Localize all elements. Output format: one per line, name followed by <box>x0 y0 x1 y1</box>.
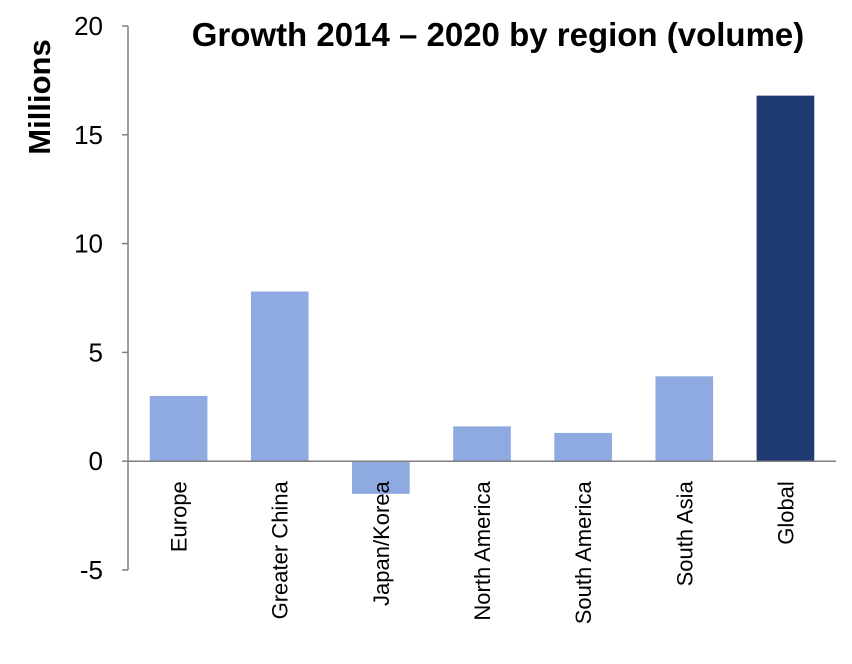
y-axis-ticks: -5 0 5 10 15 20 <box>74 11 128 585</box>
y-tick-label: 10 <box>74 229 103 259</box>
bar-japan-korea <box>352 461 410 494</box>
y-tick-label: 15 <box>74 120 103 150</box>
category-label: Europe <box>167 481 192 552</box>
chart-title: Growth 2014 – 2020 by region (volume) <box>192 16 805 53</box>
y-tick-label: 5 <box>89 337 103 367</box>
y-axis-title: Millions <box>22 39 57 154</box>
bar-south-america <box>554 432 612 462</box>
category-label: Greater China <box>268 480 293 619</box>
category-labels: Europe Greater China Japan/Korea North Amer… <box>167 480 799 624</box>
category-label: North America <box>470 480 495 620</box>
category-label: Global <box>773 481 798 545</box>
category-label: South Asia <box>672 480 697 586</box>
bar-greater-china <box>250 291 309 462</box>
y-tick-label: -5 <box>80 555 103 585</box>
y-tick-label: 20 <box>74 11 103 41</box>
y-tick-label: 0 <box>89 446 103 476</box>
category-label: Japan/Korea <box>369 480 394 606</box>
category-label: South America <box>571 480 596 624</box>
bar-south-asia <box>655 376 714 462</box>
bar-north-america <box>453 426 511 462</box>
bar-global <box>756 95 815 462</box>
bar-europe <box>149 395 208 462</box>
bars <box>149 95 815 494</box>
